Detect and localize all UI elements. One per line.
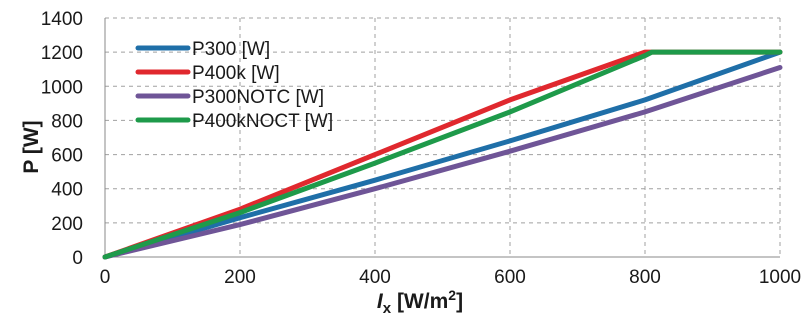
x-axis-title-unit-end: ] <box>456 290 463 313</box>
x-axis-title-subscript: x <box>383 300 392 317</box>
series-line-3 <box>102 65 783 260</box>
x-axis-title-superscript: 2 <box>448 287 456 303</box>
y-tick-label: 1200 <box>41 43 83 64</box>
x-axis-title-unit: [W/m <box>391 290 448 313</box>
x-axis-title-main: I <box>377 290 384 313</box>
y-tick-label: 0 <box>72 248 83 269</box>
legend-label-3: P300NOTC [W] <box>192 87 324 108</box>
grid <box>104 17 781 258</box>
x-axis-title: Ix [W/m2] <box>377 287 463 317</box>
y-tick-label: 400 <box>51 180 83 201</box>
legend-label-4: P400kNOCT [W] <box>192 111 333 132</box>
series-lines <box>102 49 783 260</box>
legend-label-2: P400k [W] <box>192 63 280 84</box>
x-tick-label: 400 <box>359 267 391 288</box>
legend: P300 [W] P400k [W] P300NOTC [W] P400kNOCT [… <box>135 39 333 132</box>
x-tick-label: 600 <box>494 267 526 288</box>
x-tick-label: 0 <box>100 267 111 288</box>
y-tick-label: 1400 <box>41 9 83 30</box>
y-tick-label: 800 <box>51 111 83 132</box>
x-tick-label: 1000 <box>759 267 801 288</box>
y-axis-title: P [W] <box>20 120 43 173</box>
y-tick-label: 600 <box>51 146 83 167</box>
x-tick-label: 800 <box>629 267 661 288</box>
y-tick-labels: 0 200 400 600 800 1000 1200 1400 <box>41 9 83 269</box>
series-line-1 <box>102 49 783 260</box>
series-line-4 <box>102 49 783 260</box>
legend-label-1: P300 [W] <box>192 39 270 60</box>
y-tick-label: 200 <box>51 214 83 235</box>
x-tick-labels: 0 200 400 600 800 1000 <box>100 267 801 288</box>
x-tick-label: 200 <box>224 267 256 288</box>
y-tick-label: 1000 <box>41 77 83 98</box>
